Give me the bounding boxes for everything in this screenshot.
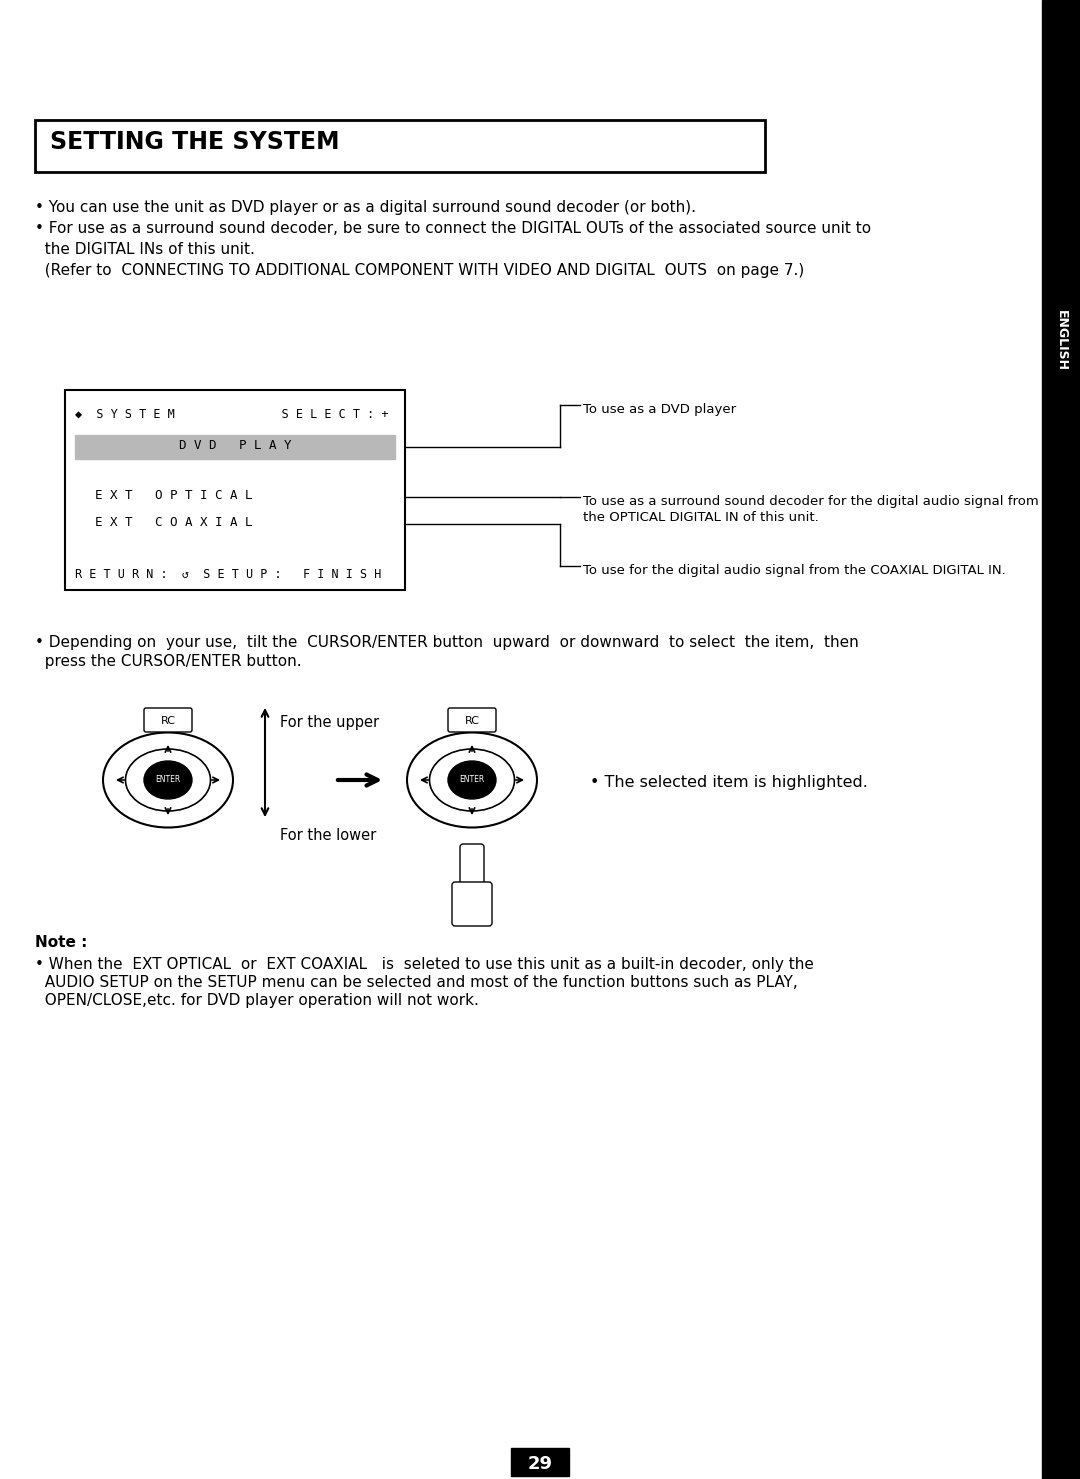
Bar [75,435,395,458]
FancyBboxPatch shape [448,708,496,732]
Ellipse shape [430,748,514,810]
Bar [511,1448,569,1476]
Text: To use for the digital audio signal from the COAXIAL DIGITAL IN.: To use for the digital audio signal from… [583,563,1005,577]
Text: the DIGITAL INs of this unit.: the DIGITAL INs of this unit. [35,243,255,257]
FancyBboxPatch shape [460,845,484,887]
Text: press the CURSOR/ENTER button.: press the CURSOR/ENTER button. [35,654,301,669]
Text: R E T U R N :  ↺  S E T U P :   F I N I S H: R E T U R N : ↺ S E T U P : F I N I S H [75,568,381,581]
Ellipse shape [103,732,233,827]
Text: • The selected item is highlighted.: • The selected item is highlighted. [590,775,868,790]
Text: • For use as a surround sound decoder, be sure to connect the DIGITAL OUTs of th: • For use as a surround sound decoder, b… [35,220,872,237]
Text: 29: 29 [527,1455,553,1473]
Text: the OPTICAL DIGITAL IN of this unit.: the OPTICAL DIGITAL IN of this unit. [583,512,819,524]
Text: To use as a surround sound decoder for the digital audio signal from: To use as a surround sound decoder for t… [583,495,1039,507]
Text: ◆  S Y S T E M               S E L E C T : +: ◆ S Y S T E M S E L E C T : + [75,408,389,422]
Text: RC: RC [464,716,480,726]
Ellipse shape [125,748,211,810]
Text: RC: RC [161,716,175,726]
FancyBboxPatch shape [453,881,492,926]
Bar [35,120,765,172]
Bar [65,390,405,590]
Text: • Depending on  your use,  tilt the  CURSOR/ENTER button  upward  or downward  t: • Depending on your use, tilt the CURSOR… [35,634,859,649]
Ellipse shape [144,762,192,799]
Bar [1042,0,1080,1479]
Ellipse shape [407,732,537,827]
Text: E X T   O P T I C A L: E X T O P T I C A L [95,490,253,501]
Text: For the upper: For the upper [280,714,379,731]
Text: (Refer to  CONNECTING TO ADDITIONAL COMPONENT WITH VIDEO AND DIGITAL  OUTS  on p: (Refer to CONNECTING TO ADDITIONAL COMPO… [35,263,805,278]
Text: E X T   C O A X I A L: E X T C O A X I A L [95,516,253,529]
Text: ENGLISH: ENGLISH [1054,309,1067,371]
FancyBboxPatch shape [144,708,192,732]
Text: D V D   P L A Y: D V D P L A Y [179,439,292,453]
Text: • When the  EXT OPTICAL  or  EXT COAXIAL   is  seleted to use this unit as a bui: • When the EXT OPTICAL or EXT COAXIAL is… [35,957,814,972]
Text: To use as a DVD player: To use as a DVD player [583,402,737,416]
Text: For the lower: For the lower [280,828,376,843]
Text: ENTER: ENTER [156,775,180,784]
Text: OPEN/CLOSE,etc. for DVD player operation will not work.: OPEN/CLOSE,etc. for DVD player operation… [35,992,478,1009]
Text: AUDIO SETUP on the SETUP menu can be selected and most of the function buttons s: AUDIO SETUP on the SETUP menu can be sel… [35,975,798,989]
Text: SETTING THE SYSTEM: SETTING THE SYSTEM [50,130,339,154]
Text: ENTER: ENTER [459,775,485,784]
Text: • You can use the unit as DVD player or as a digital surround sound decoder (or : • You can use the unit as DVD player or … [35,200,696,214]
Ellipse shape [448,762,496,799]
Text: Note :: Note : [35,935,87,950]
